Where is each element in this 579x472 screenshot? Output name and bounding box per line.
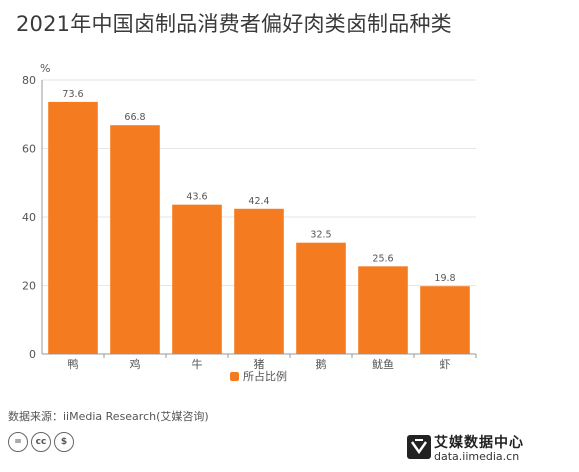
non-commercial-icon: $ [54,432,74,452]
data-label: 25.6 [372,253,393,264]
iimedia-logo-icon [407,435,431,459]
bar-5 [296,242,346,354]
data-label: 66.8 [124,112,145,123]
bar-6 [358,266,408,354]
no-derivatives-icon: = [8,432,28,452]
x-tick-label: 鸡 [130,357,141,371]
data-label: 43.6 [186,192,207,203]
bar-2 [110,125,160,355]
bar-chart: 0 20 40 60 80% 鸭 鸡 牛 猪 鹅 鱿鱼 虾 73.6 66.8 43.6 42.4 32.5 2… [22,62,477,383]
chart-title: 2021年中国卤制品消费者偏好肉类卤制品种类 [16,12,452,36]
y-tick-label: 0 [29,348,36,361]
legend: 所占比例 [230,369,287,383]
bar-3 [172,204,222,354]
data-label: 42.4 [248,196,269,207]
data-label: 73.6 [62,89,83,100]
x-tick-label: 虾 [440,358,451,371]
brand-logo: 艾媒数据中心 data.iimedia.cn [406,430,566,464]
x-tick-label: 鹅 [316,357,327,371]
data-source: 数据来源：iiMedia Research(艾媒咨询) [8,410,209,423]
x-tick-label: 猪 [254,358,265,371]
x-tick-label: 鱿鱼 [372,357,394,371]
axes: 0 20 40 60 80% 鸭 鸡 牛 猪 鹅 鱿鱼 虾 [22,62,477,371]
license-icons: = cc $ [8,432,74,452]
data-label: 32.5 [310,230,331,241]
y-tick-label: 40 [22,211,36,224]
bar-4 [234,208,284,354]
legend-swatch [230,372,239,381]
bar-7 [420,286,470,354]
legend-label: 所占比例 [243,369,287,383]
y-tick-label: 20 [22,280,36,293]
data-label: 19.8 [434,273,455,284]
y-tick-label: 80 [22,74,36,87]
bars: 73.6 66.8 43.6 42.4 32.5 25.6 19.8 [48,89,470,355]
y-axis-unit: % [40,62,50,75]
brand-name: 艾媒数据中心 [434,435,524,451]
bar-1 [48,101,98,354]
x-tick-label: 牛 [192,357,203,371]
brand-url: data.iimedia.cn [434,450,520,463]
x-tick-label: 鸭 [68,358,79,371]
creative-commons-icon: cc [31,432,51,452]
y-tick-label: 60 [22,143,36,156]
